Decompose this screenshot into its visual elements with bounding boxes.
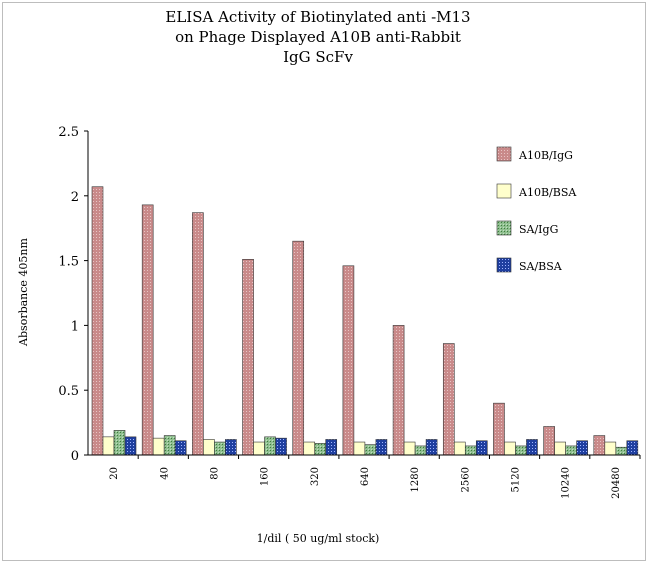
bar-a10b-bsa-20480 [604, 441, 617, 456]
bar-a10b-igg-5120 [493, 402, 505, 456]
bar-a10b-bsa-160 [253, 441, 265, 456]
legend-label: A10B/BSA [518, 186, 577, 199]
x-tick-label: 640 [360, 467, 371, 486]
x-axis-label: 1/dil ( 50 ug/ml stock) [257, 532, 380, 545]
bar-sa-bsa-20 [124, 436, 137, 456]
bar-sa-bsa-20480 [626, 440, 639, 456]
y-tick-label: 1 [71, 319, 79, 334]
bar-a10b-igg-320 [292, 240, 305, 456]
bar-a10b-bsa-5120 [504, 441, 516, 456]
x-tick-label: 1280 [410, 467, 421, 492]
legend-swatch-sa-bsa [496, 257, 512, 273]
chart-title: ELISA Activity of Biotinylated anti -M13… [165, 8, 470, 66]
x-tick-label: 5120 [511, 467, 522, 492]
legend-label: SA/BSA [519, 260, 563, 273]
chart-title-line-2: on Phage Displayed A10B anti-Rabbit [175, 28, 461, 46]
bar-a10b-bsa-1280 [403, 441, 416, 456]
bar-a10b-bsa-80 [203, 439, 215, 456]
bar-sa-igg-160 [264, 436, 276, 456]
x-tick-label: 320 [310, 467, 321, 486]
legend-label: A10B/IgG [518, 149, 573, 162]
x-tick-label: 20 [109, 467, 120, 480]
y-tick-label: 2 [71, 190, 79, 205]
legend-label: SA/IgG [519, 223, 558, 236]
y-tick-label: 2.5 [58, 125, 79, 140]
chart-title-line-3: IgG ScFv [283, 48, 353, 66]
bar-a10b-igg-80 [192, 212, 204, 456]
bar-a10b-igg-2560 [442, 343, 455, 456]
x-tick-label: 160 [260, 467, 271, 486]
bar-sa-igg-2560 [464, 445, 477, 456]
bar-a10b-bsa-320 [303, 441, 316, 456]
legend-swatch-a10b-igg [496, 146, 512, 162]
x-tick-label: 10240 [561, 467, 572, 499]
x-tick-label: 80 [209, 467, 220, 480]
bar-a10b-igg-640 [342, 265, 355, 456]
bar-sa-igg-20 [113, 430, 126, 456]
bar-a10b-igg-20480 [593, 435, 606, 456]
bar-sa-igg-10240 [565, 445, 577, 456]
x-tick-label: 40 [159, 467, 170, 480]
bar-sa-igg-20480 [615, 446, 628, 456]
legend: A10B/IgG A10B/BSA SA/IgG SA/BSA [496, 146, 577, 273]
y-tick-label: 0 [71, 449, 79, 464]
bars [91, 186, 639, 456]
bar-sa-bsa-5120 [526, 439, 538, 456]
bar-sa-igg-40 [163, 435, 176, 456]
bar-sa-igg-320 [314, 443, 327, 456]
x-tick-label: 2560 [460, 467, 471, 492]
bar-a10b-bsa-20 [102, 436, 115, 456]
bar-sa-bsa-160 [275, 437, 287, 456]
legend-swatch-a10b-bsa [496, 183, 512, 199]
y-tick-label: 1.5 [58, 255, 79, 270]
x-tick-label: 20480 [611, 467, 622, 499]
bar-sa-bsa-640 [375, 439, 388, 456]
chart-title-line-1: ELISA Activity of Biotinylated anti -M13 [165, 8, 470, 26]
axes [87, 131, 640, 456]
bar-sa-bsa-40 [174, 440, 187, 456]
bar-a10b-bsa-10240 [554, 441, 566, 456]
bar-a10b-igg-10240 [543, 426, 555, 456]
bar-sa-igg-1280 [414, 445, 427, 456]
y-axis-ticks: 0 0.5 1 1.5 2 2.5 [58, 125, 88, 464]
bar-a10b-igg-160 [242, 259, 254, 456]
bar-a10b-bsa-40 [152, 437, 165, 456]
bar-sa-bsa-1280 [425, 439, 438, 456]
bar-sa-igg-5120 [515, 445, 527, 456]
legend-swatch-sa-igg [496, 220, 512, 236]
bar-a10b-igg-20 [91, 186, 104, 456]
bar-sa-igg-640 [364, 444, 377, 456]
x-axis-ticks: 20 40 80 160 320 640 1280 2560 5120 10240 20480 [109, 455, 641, 499]
bar-a10b-igg-1280 [392, 325, 405, 456]
bar-sa-bsa-80 [225, 439, 237, 456]
bar-a10b-igg-40 [141, 204, 154, 456]
bar-a10b-bsa-2560 [453, 441, 466, 456]
bar-sa-bsa-320 [325, 439, 338, 456]
bar-a10b-bsa-640 [353, 441, 366, 456]
y-axis-label: Absorbance 405nm [17, 237, 30, 346]
bar-sa-bsa-10240 [576, 440, 588, 456]
bar-sa-bsa-2560 [475, 440, 488, 456]
bar-sa-igg-80 [214, 441, 226, 456]
y-tick-label: 0.5 [58, 384, 79, 399]
